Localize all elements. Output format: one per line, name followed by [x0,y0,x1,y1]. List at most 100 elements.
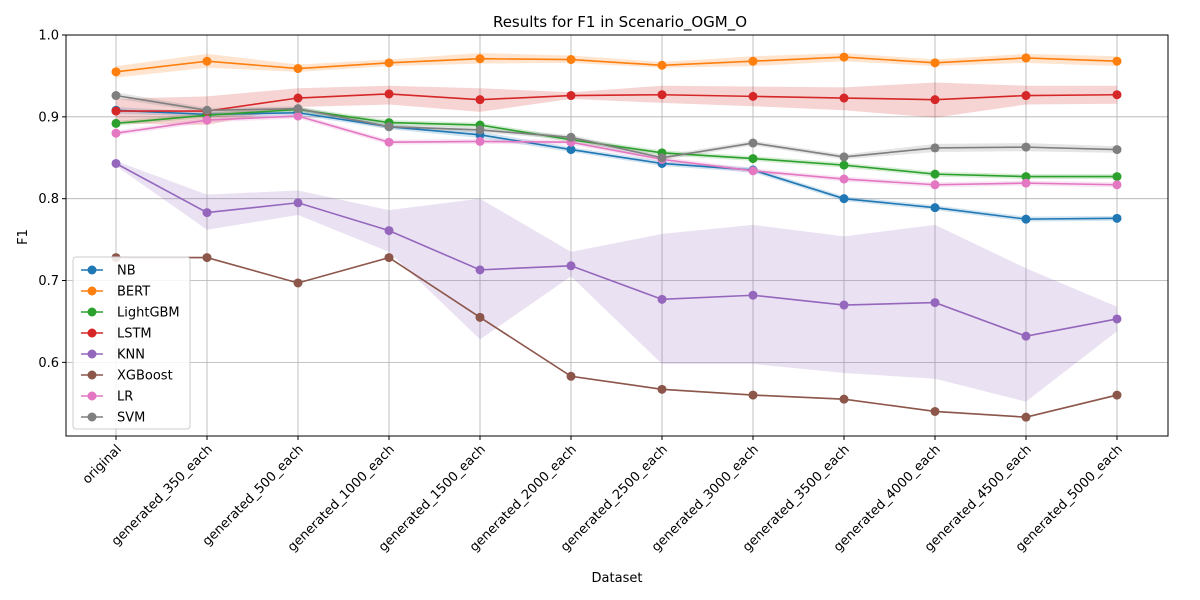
point-knn [1112,314,1122,324]
series-lines [115,56,1118,418]
point-lr [111,128,121,138]
point-knn [111,158,121,168]
point-svm [839,152,849,162]
legend-label-knn: KNN [117,348,145,363]
point-knn [293,198,303,208]
y-tick-label: 0.7 [38,274,59,289]
point-lr [384,137,394,147]
point-lr [930,180,940,190]
x-tick-label: generated_3500_each [740,442,853,555]
point-knn [384,226,394,236]
point-xgboost [839,394,849,404]
series-points [111,52,1122,422]
point-lstm [748,91,758,101]
x-tick-label: generated_3000_each [649,442,762,555]
point-lstm [1021,91,1031,101]
point-svm [111,91,121,101]
point-bert [1021,53,1031,63]
x-tick-label: generated_2000_each [467,442,580,555]
point-lr [839,174,849,184]
point-svm [566,132,576,142]
point-bert [839,52,849,62]
y-tick-label: 0.8 [38,192,59,207]
point-svm [202,105,212,115]
point-bert [111,67,121,77]
x-tick-label: generated_2500_each [558,442,671,555]
point-nb [1112,213,1122,223]
point-nb [930,203,940,213]
legend-marker-lightgbm [87,307,97,317]
legend-label-nb: NB [117,264,136,279]
point-xgboost [930,406,940,416]
point-bert [384,58,394,68]
x-tick-label: generated_500_each [200,442,307,549]
legend: NB BERT LightGBM LSTM KNN XGBoost LR SVM [72,256,191,430]
legend-marker-lstm [87,328,97,338]
point-svm [930,143,940,153]
point-lr [202,115,212,125]
point-bert [657,60,667,70]
point-knn [930,298,940,308]
point-nb [566,145,576,155]
x-tick-label: generated_1500_each [376,442,489,555]
legend-marker-svm [87,412,97,422]
series-line-nb [115,109,1118,220]
point-lightgbm [111,118,121,128]
point-svm [657,153,667,163]
point-xgboost [748,390,758,400]
point-lightgbm [748,154,758,164]
point-bert [748,56,758,66]
point-lstm [839,93,849,103]
series-line-lstm [116,93,1118,112]
x-tick-label: generated_350_each [109,442,216,549]
plot-frame [65,34,1169,437]
point-xgboost [293,278,303,288]
y-axis: 0.6 0.7 0.8 0.9 1.0 [38,29,66,371]
point-nb [1021,214,1031,224]
point-svm [384,122,394,132]
point-svm [293,104,303,114]
point-lstm [111,106,121,116]
point-lightgbm [930,169,940,179]
point-svm [475,125,485,135]
legend-marker-nb [87,265,97,275]
legend-label-xgboost: XGBoost [117,369,173,384]
legend-label-lstm: LSTM [117,327,152,342]
band-knn [116,161,1117,402]
x-tick-label: original [80,442,125,487]
point-bert [202,56,212,66]
point-bert [1112,56,1122,66]
point-xgboost [1021,412,1031,422]
series-line-lightgbm [115,108,1117,178]
point-bert [930,58,940,68]
point-knn [839,300,849,310]
legend-marker-knn [87,349,97,359]
legend-label-lightgbm: LightGBM [117,306,180,321]
series-line-xgboost [116,256,1118,418]
point-lr [1021,178,1031,188]
point-lightgbm [839,160,849,170]
band-lstm [116,82,1117,126]
point-bert [293,64,303,74]
point-lstm [566,91,576,101]
point-knn [1021,331,1031,341]
point-lr [293,111,303,121]
x-tick-label: generated_4000_each [831,442,944,555]
x-axis-title: Dataset [592,571,643,586]
point-knn [657,294,667,304]
point-svm [748,138,758,148]
series-line-svm [115,94,1118,159]
point-xgboost [566,371,576,381]
point-xgboost [384,253,394,263]
y-tick-label: 1.0 [38,29,59,44]
point-bert [475,54,485,64]
point-xgboost [657,384,667,394]
point-lr [748,166,758,176]
point-knn [475,265,485,275]
point-xgboost [1112,390,1122,400]
series-line-lr [115,115,1118,186]
chart-title: Results for F1 in Scenario_OGM_O [493,13,747,32]
y-tick-label: 0.9 [38,110,59,125]
x-tick-label: generated_1000_each [285,442,398,555]
y-tick-label: 0.6 [38,356,59,371]
